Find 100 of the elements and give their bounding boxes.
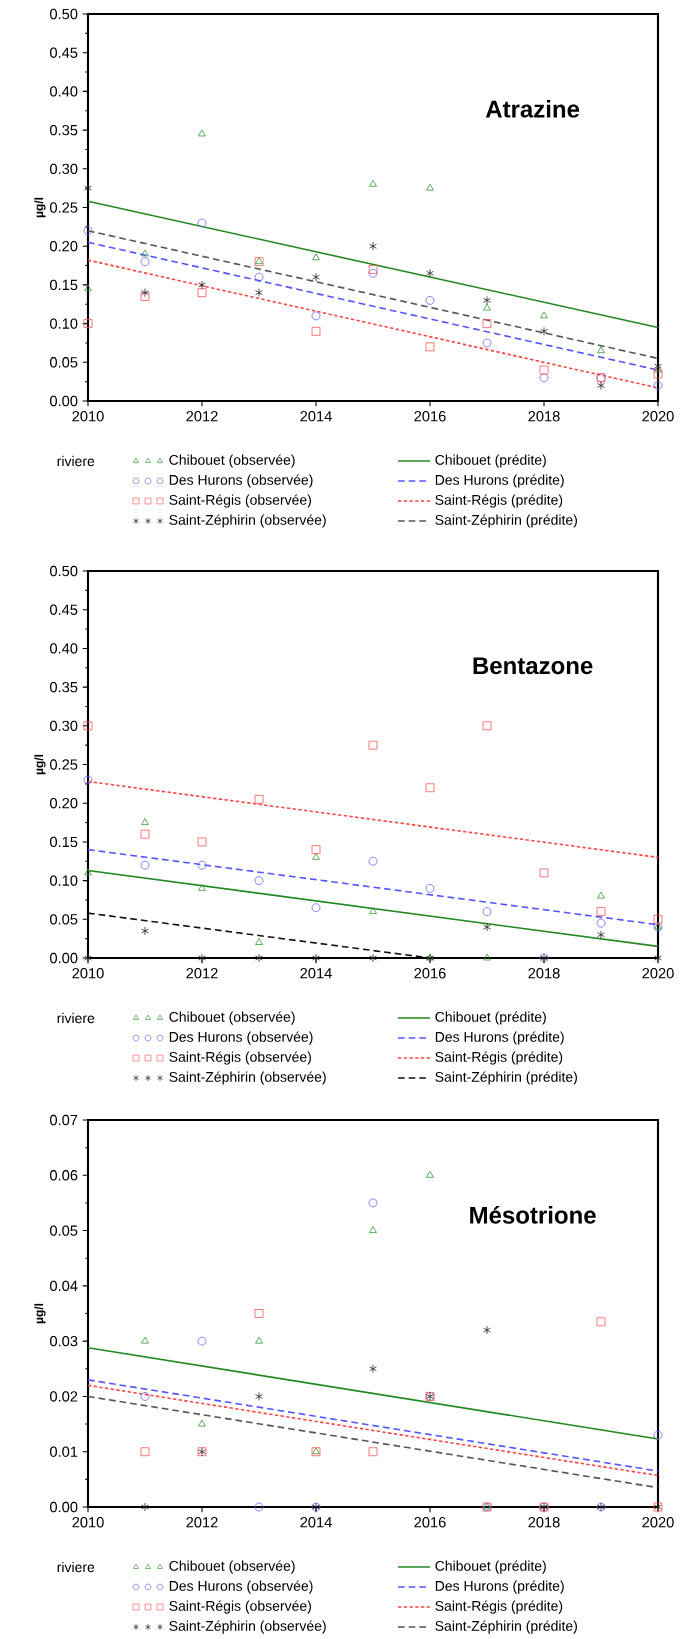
- legend-label: Chibouet (prédite): [435, 454, 546, 468]
- y-tick-label: 0.30: [50, 163, 78, 174]
- point: [255, 288, 263, 298]
- point: [540, 311, 548, 319]
- point: [198, 280, 206, 290]
- y-tick-label: 0.25: [50, 759, 78, 770]
- point: [254, 272, 264, 282]
- x-tick-label: 2014: [300, 1517, 332, 1528]
- point: [254, 876, 264, 886]
- point: [311, 845, 321, 855]
- point: [369, 907, 377, 914]
- y-tick-label: 0.10: [50, 318, 78, 329]
- legend-label: Saint-Zéphirin (prédite): [435, 514, 577, 528]
- point: [425, 342, 435, 352]
- y-tick-label: 0.50: [50, 565, 78, 577]
- point: [653, 914, 663, 924]
- point: [197, 1336, 207, 1346]
- point: [198, 883, 206, 891]
- x-tick-label: 2010: [72, 968, 104, 979]
- point: [197, 860, 207, 870]
- point: [653, 381, 663, 390]
- legend-label: Des Hurons (observée): [169, 1031, 313, 1045]
- legend-label: Saint-Régis (prédite): [435, 1600, 563, 1614]
- legend-label: Saint-Régis (prédite): [435, 1051, 563, 1065]
- x-tick-label: 2016: [414, 411, 446, 422]
- legend-label: Saint-Régis (observée): [169, 1600, 311, 1614]
- y-tick-label: 0.00: [50, 395, 78, 407]
- point: [311, 311, 321, 321]
- point: [141, 249, 149, 257]
- point: [596, 1317, 606, 1327]
- point: [141, 818, 149, 825]
- point: [483, 295, 491, 305]
- point: [312, 852, 320, 860]
- point: [369, 241, 377, 251]
- legend-label: Saint-Zéphirin (prédite): [435, 1071, 577, 1085]
- point: [84, 284, 92, 292]
- x-tick-label: 2016: [414, 968, 446, 979]
- point: [140, 1392, 150, 1401]
- x-tick-label: 2020: [642, 411, 674, 422]
- point: [483, 303, 491, 311]
- point: [482, 338, 492, 348]
- point: [141, 926, 149, 936]
- point: [483, 922, 491, 932]
- point: [84, 953, 92, 963]
- x-tick-label: 2020: [642, 968, 674, 979]
- y-tick-label: 0.45: [50, 47, 78, 58]
- point: [141, 288, 149, 298]
- legend-label: Chibouet (observée): [169, 1011, 295, 1025]
- legend-title: riviere: [57, 1561, 95, 1573]
- point: [312, 272, 320, 282]
- point: [653, 369, 663, 379]
- legend-label: Saint-Zéphirin (observée): [169, 514, 326, 528]
- point: [426, 183, 434, 191]
- x-tick-label: 2010: [72, 1517, 104, 1528]
- point: [198, 953, 206, 963]
- point: [653, 1430, 663, 1440]
- point: [255, 1392, 263, 1401]
- point: [369, 179, 377, 187]
- y-tick-label: 0.15: [50, 836, 78, 848]
- point: [312, 953, 320, 963]
- point: [425, 883, 435, 893]
- point: [368, 856, 378, 866]
- point: [368, 740, 378, 750]
- point: [539, 868, 549, 878]
- y-tick-label: 0.40: [50, 643, 78, 654]
- legend-label: Des Hurons (observée): [169, 474, 313, 488]
- point: [425, 295, 435, 305]
- x-tick-label: 2010: [72, 411, 104, 422]
- point: [84, 183, 92, 193]
- point: [197, 218, 207, 228]
- point: [255, 938, 263, 945]
- legend-title: riviere: [57, 1012, 95, 1024]
- y-tick-label: 0.20: [50, 241, 78, 252]
- legend-label: Saint-Zéphirin (observée): [169, 1620, 326, 1634]
- point: [140, 292, 150, 301]
- y-axis-title: µg/l: [34, 1303, 46, 1324]
- point: [654, 953, 662, 963]
- legend-label: Saint-Régis (prédite): [435, 494, 563, 508]
- x-tick-label: 2018: [528, 1517, 560, 1528]
- point: [539, 365, 549, 375]
- point: [654, 365, 662, 373]
- y-tick-label: 0.20: [50, 798, 78, 809]
- y-tick-label: 0.45: [50, 604, 78, 615]
- point: [483, 1325, 491, 1335]
- point: [426, 1170, 434, 1178]
- legend-label: Saint-Zéphirin (observée): [169, 1071, 326, 1085]
- y-tick-label: 0.25: [50, 202, 78, 213]
- point: [140, 829, 150, 839]
- legend-label: Des Hurons (prédite): [435, 1031, 564, 1045]
- y-tick-label: 0.07: [50, 1114, 78, 1126]
- x-tick-label: 2014: [300, 411, 332, 422]
- y-tick-label: 0.02: [50, 1391, 78, 1402]
- y-tick-label: 0.50: [50, 8, 78, 20]
- point: [83, 226, 93, 236]
- point: [84, 868, 92, 876]
- legend-label: Des Hurons (prédite): [435, 1580, 564, 1594]
- point: [198, 1419, 206, 1427]
- legend-label: Saint-Zéphirin (prédite): [435, 1620, 577, 1634]
- legend-label: Chibouet (prédite): [435, 1011, 546, 1025]
- point: [197, 837, 207, 847]
